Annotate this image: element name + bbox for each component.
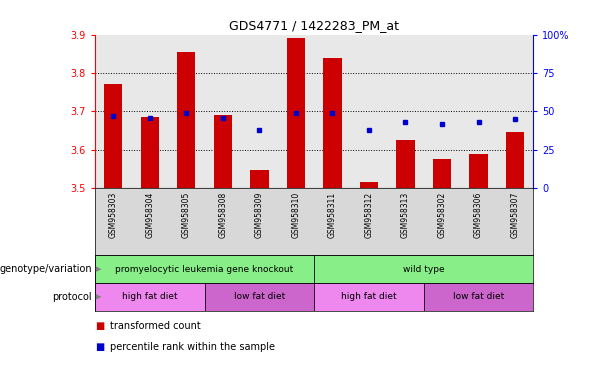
- Text: protocol: protocol: [52, 292, 92, 302]
- Title: GDS4771 / 1422283_PM_at: GDS4771 / 1422283_PM_at: [229, 19, 399, 32]
- Text: promyelocytic leukemia gene knockout: promyelocytic leukemia gene knockout: [115, 265, 294, 274]
- Text: percentile rank within the sample: percentile rank within the sample: [110, 342, 275, 352]
- Bar: [323, 58, 341, 188]
- Bar: [314, 255, 533, 283]
- Text: GSM958305: GSM958305: [182, 192, 191, 238]
- Bar: [506, 132, 524, 188]
- Bar: [205, 283, 314, 311]
- Bar: [397, 140, 414, 188]
- Bar: [287, 38, 305, 188]
- Bar: [140, 117, 159, 188]
- Text: genotype/variation: genotype/variation: [0, 264, 92, 274]
- Text: GSM958313: GSM958313: [401, 192, 410, 238]
- Text: transformed count: transformed count: [110, 321, 201, 331]
- Text: GSM958310: GSM958310: [291, 192, 300, 238]
- Text: high fat diet: high fat diet: [341, 292, 397, 301]
- Text: ■: ■: [95, 321, 104, 331]
- Bar: [470, 154, 488, 188]
- Bar: [360, 182, 378, 188]
- Text: GSM958311: GSM958311: [328, 192, 337, 238]
- Text: GSM958306: GSM958306: [474, 192, 483, 238]
- Text: GSM958308: GSM958308: [218, 192, 227, 238]
- Text: GSM958309: GSM958309: [255, 192, 264, 238]
- Text: GSM958304: GSM958304: [145, 192, 154, 238]
- Bar: [314, 283, 424, 311]
- Text: low fat diet: low fat diet: [453, 292, 504, 301]
- Bar: [433, 159, 451, 188]
- Bar: [250, 170, 268, 188]
- Text: high fat diet: high fat diet: [122, 292, 178, 301]
- Text: low fat diet: low fat diet: [234, 292, 285, 301]
- Bar: [177, 52, 196, 188]
- Text: GSM958307: GSM958307: [511, 192, 520, 238]
- Bar: [424, 283, 533, 311]
- Bar: [95, 255, 314, 283]
- Bar: [104, 84, 123, 188]
- Bar: [95, 283, 205, 311]
- Bar: [214, 115, 232, 188]
- Text: GSM958302: GSM958302: [438, 192, 446, 238]
- Text: GSM958303: GSM958303: [109, 192, 118, 238]
- Text: wild type: wild type: [403, 265, 444, 274]
- Text: ■: ■: [95, 342, 104, 352]
- Text: GSM958312: GSM958312: [365, 192, 373, 238]
